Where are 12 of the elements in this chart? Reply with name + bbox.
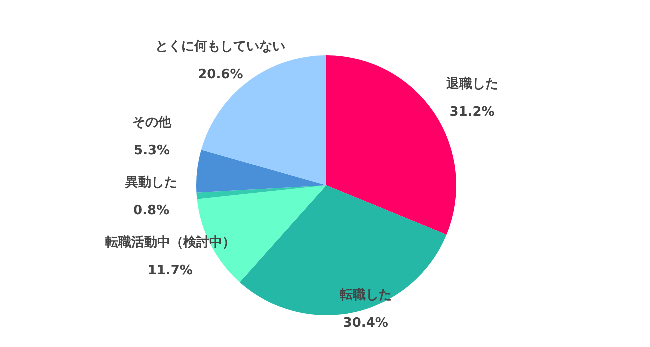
data-label: 11.7%	[148, 263, 193, 278]
data-label: 20.6%	[198, 68, 244, 83]
slice-label: 異動した	[124, 175, 178, 190]
data-label: 0.8%	[134, 203, 170, 218]
data-label: 31.2%	[450, 105, 495, 120]
slice-label: 転職した	[338, 287, 392, 303]
slice-label: 転職活動中（検討中）	[104, 234, 236, 250]
slice-label: とくに何もしていない	[156, 40, 286, 55]
data-label: 30.4%	[343, 316, 388, 331]
data-label: 5.3%	[134, 143, 170, 158]
slice-label: 退職した	[445, 76, 498, 92]
slice-label: その他	[132, 115, 173, 130]
